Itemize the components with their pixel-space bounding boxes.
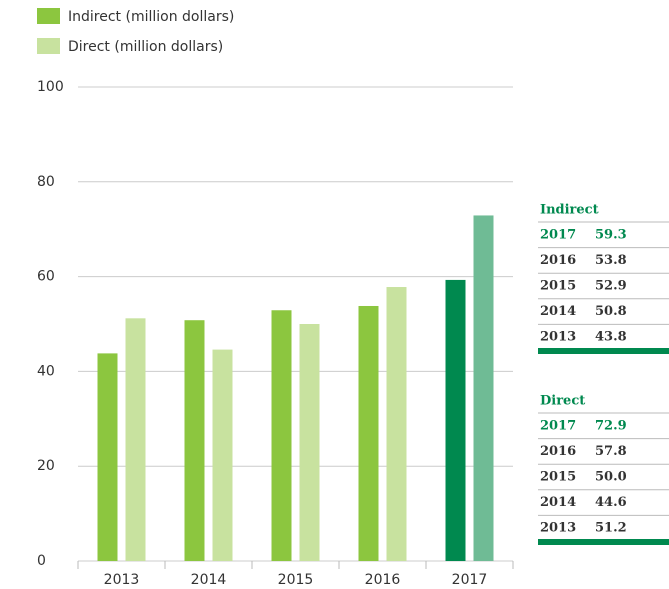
table-year: 2013 xyxy=(540,521,576,536)
y-tick-label: 40 xyxy=(37,363,55,379)
table-bar xyxy=(538,539,669,545)
x-tick-label: 2016 xyxy=(365,572,401,588)
table-value: 52.9 xyxy=(595,279,627,294)
table-year: 2017 xyxy=(540,227,576,242)
x-tick-label: 2017 xyxy=(452,572,488,588)
table-title: Indirect xyxy=(540,203,599,218)
table-value: 57.8 xyxy=(595,444,627,459)
bar xyxy=(299,324,320,561)
table-value: 72.9 xyxy=(595,418,627,433)
bar xyxy=(184,320,205,561)
table-value: 43.8 xyxy=(595,330,627,345)
table-year: 2016 xyxy=(540,253,576,268)
legend-label: Direct (million dollars) xyxy=(68,39,223,55)
x-tick-label: 2013 xyxy=(104,572,140,588)
bar xyxy=(125,318,146,561)
table-value: 51.2 xyxy=(595,521,627,536)
table-value: 53.8 xyxy=(595,253,627,268)
table-value: 50.0 xyxy=(595,470,627,485)
table-year: 2014 xyxy=(540,495,576,510)
y-tick-label: 80 xyxy=(37,174,55,190)
table-year: 2015 xyxy=(540,470,576,485)
y-tick-label: 100 xyxy=(37,79,64,95)
x-tick-label: 2015 xyxy=(278,572,314,588)
bar xyxy=(97,353,118,561)
table-bar xyxy=(538,348,669,354)
x-tick-label: 2014 xyxy=(191,572,227,588)
table-year: 2013 xyxy=(540,330,576,345)
bar xyxy=(473,215,494,562)
y-tick-label: 20 xyxy=(37,458,55,474)
table-value: 50.8 xyxy=(595,304,627,319)
table-year: 2015 xyxy=(540,279,576,294)
bar xyxy=(445,279,466,561)
table-year: 2014 xyxy=(540,304,576,319)
legend-swatch xyxy=(37,8,60,24)
y-tick-label: 60 xyxy=(37,269,55,285)
table-year: 2016 xyxy=(540,444,576,459)
table-value: 59.3 xyxy=(595,227,627,242)
legend-swatch xyxy=(37,38,60,54)
bar xyxy=(212,349,233,561)
table-value: 44.6 xyxy=(595,495,627,510)
table-title: Direct xyxy=(540,394,585,409)
y-tick-label: 0 xyxy=(37,553,46,569)
table-year: 2017 xyxy=(540,418,576,433)
bar xyxy=(386,287,407,561)
bar xyxy=(358,305,379,561)
legend-label: Indirect (million dollars) xyxy=(68,9,234,25)
bar xyxy=(271,310,292,561)
